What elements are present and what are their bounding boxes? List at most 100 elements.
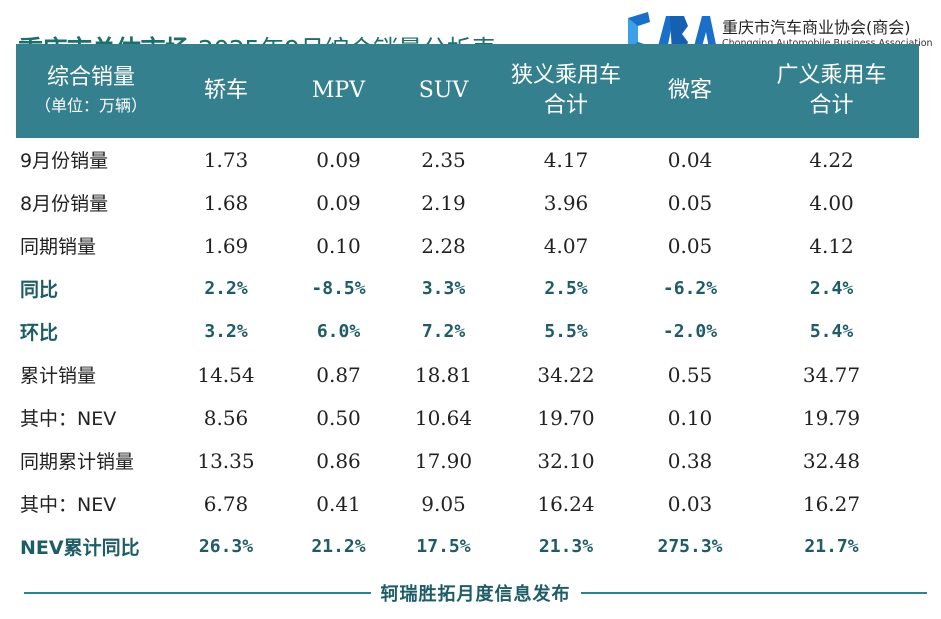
- logo-cn-text: 重庆市汽车商业协会(商会): [722, 18, 911, 37]
- table-row: 其中：NEV 6.78 0.41 9.05 16.24 0.03 16.27: [16, 482, 919, 525]
- cell-value: 3.96: [543, 190, 589, 215]
- row-label: 环比: [20, 322, 59, 344]
- cell-value: 16.27: [802, 491, 861, 516]
- table-row: 其中：NEV 8.56 0.50 10.64 19.70 0.10 19.79: [16, 396, 919, 439]
- table-row: 同比 2.2% -8.5% 3.3% 2.5% -6.2% 2.4%: [16, 267, 919, 310]
- row-label: 8月份销量: [20, 193, 109, 215]
- header-col-line: 广义乘用车: [776, 63, 887, 88]
- cell-value: 8.56: [203, 405, 249, 430]
- cell-value: 2.2%: [204, 278, 248, 299]
- table-row: NEV累计同比 26.3% 21.2% 17.5% 21.3% 275.3% 21.7%: [16, 525, 919, 568]
- cell-value: 32.48: [802, 448, 861, 473]
- cell-value: 2.28: [421, 233, 466, 258]
- sales-table: 综合销量 （单位：万辆） 轿车 MPV SUV 狭义乘用车合计 微客 广义乘用车合…: [16, 44, 919, 568]
- header-col: 狭义乘用车 合计: [496, 44, 636, 138]
- cell-value: 6.78: [203, 491, 249, 516]
- header-col-line: 狭义乘用车: [510, 63, 621, 88]
- footer-line-left: [24, 592, 371, 594]
- cell-value: 10.64: [414, 405, 473, 430]
- header-col-line: 合计: [809, 93, 854, 118]
- row-label: 同比: [20, 279, 59, 301]
- cell-value: 4.22: [809, 147, 854, 172]
- footer: 轲瑞胜拓月度信息发布: [24, 580, 927, 606]
- cell-value: 4.07: [543, 233, 589, 258]
- cell-value: 0.55: [667, 362, 713, 387]
- header-col: SUV: [391, 44, 496, 138]
- cell-value: 34.77: [802, 362, 861, 387]
- cell-value: 34.22: [537, 362, 595, 387]
- cell-value: 0.38: [667, 448, 713, 473]
- cell-value: 1.69: [203, 233, 249, 258]
- footer-line-right: [580, 592, 927, 594]
- cell-value: 6.0%: [316, 321, 361, 342]
- cell-value: 5.4%: [809, 321, 854, 342]
- cell-value: 2.4%: [809, 278, 854, 299]
- header-label-main: 综合销量: [46, 65, 135, 90]
- row-label: 其中：NEV: [20, 494, 117, 516]
- table-row: 累计销量 14.54 0.87 18.81 34.22 0.55 34.77: [16, 353, 919, 396]
- table-row: 9月份销量 1.73 0.09 2.35 4.17 0.04 4.22: [16, 138, 919, 181]
- header-col: 微客: [636, 44, 744, 138]
- cell-value: 21.2%: [311, 536, 366, 557]
- cell-value: 4.00: [809, 190, 854, 215]
- cell-value: 9.05: [421, 491, 466, 516]
- header-unit: （单位：万辆）: [34, 96, 147, 115]
- table-row: 同期销量 1.69 0.10 2.28 4.07 0.05 4.12: [16, 224, 919, 267]
- cell-value: 0.09: [316, 147, 361, 172]
- cell-value: 4.12: [809, 233, 854, 258]
- table-row: 环比 3.2% 6.0% 7.2% 5.5% -2.0% 5.4%: [16, 310, 919, 353]
- cell-value: 32.10: [537, 448, 595, 473]
- cell-value: 1.73: [203, 147, 249, 172]
- cell-value: 2.19: [421, 190, 466, 215]
- cell-value: 18.81: [414, 362, 473, 387]
- row-label: 同期累计销量: [20, 451, 135, 473]
- cell-value: 4.17: [543, 147, 589, 172]
- cell-value: 0.04: [667, 147, 713, 172]
- cell-value: 19.79: [802, 405, 861, 430]
- footer-text: 轲瑞胜拓月度信息发布: [380, 584, 571, 605]
- cell-value: 0.41: [316, 491, 361, 516]
- cell-value: 14.54: [197, 362, 255, 387]
- row-label: 其中：NEV: [20, 408, 117, 430]
- table-row: 8月份销量 1.68 0.09 2.19 3.96 0.05 4.00: [16, 181, 919, 224]
- header-col: MPV: [286, 44, 391, 138]
- row-label: NEV累计同比: [20, 537, 140, 559]
- cell-value: 0.05: [667, 190, 713, 215]
- cell-value: 13.35: [197, 448, 255, 473]
- row-label: 9月份销量: [20, 150, 109, 172]
- cell-value: 21.7%: [804, 536, 859, 557]
- cell-value: 275.3%: [657, 536, 723, 557]
- cell-value: 0.10: [667, 405, 713, 430]
- cell-value: 17.5%: [416, 536, 471, 557]
- logo-en-text: Chongqing Automobile Business Associatio…: [722, 38, 933, 50]
- table-row: 同期累计销量 13.35 0.86 17.90 32.10 0.38 32.48: [16, 439, 919, 482]
- cell-value: 1.68: [203, 190, 249, 215]
- header-col-line: 合计: [543, 93, 588, 118]
- cell-value: 0.09: [316, 190, 361, 215]
- cell-value: 26.3%: [198, 536, 254, 557]
- cell-value: 0.10: [316, 233, 361, 258]
- cell-value: 19.70: [537, 405, 595, 430]
- cell-value: 5.5%: [544, 321, 588, 342]
- table-header: 综合销量 （单位：万辆） 轿车 MPV SUV 狭义乘用车合计 微客 广义乘用车合…: [16, 44, 919, 138]
- cell-value: 21.3%: [538, 536, 594, 557]
- cell-value: 0.05: [667, 233, 713, 258]
- header-label: 综合销量 （单位：万辆）: [16, 44, 166, 138]
- cell-value: 17.90: [414, 448, 473, 473]
- cell-value: 2.35: [421, 147, 466, 172]
- cell-value: -2.0%: [662, 321, 718, 342]
- cell-value: -6.2%: [662, 278, 718, 299]
- cell-value: 7.2%: [421, 321, 466, 342]
- cell-value: 0.86: [316, 448, 361, 473]
- cell-value: 0.03: [667, 491, 713, 516]
- row-label: 累计销量: [20, 365, 97, 387]
- cell-value: -8.5%: [311, 278, 366, 299]
- cell-value: 3.3%: [421, 278, 466, 299]
- cell-value: 2.5%: [544, 278, 588, 299]
- cell-value: 0.50: [316, 405, 361, 430]
- cell-value: 0.87: [316, 362, 361, 387]
- header-col: 轿车: [166, 44, 286, 138]
- header-col: 广义乘用车 合计: [744, 44, 919, 138]
- row-label: 同期销量: [20, 236, 97, 258]
